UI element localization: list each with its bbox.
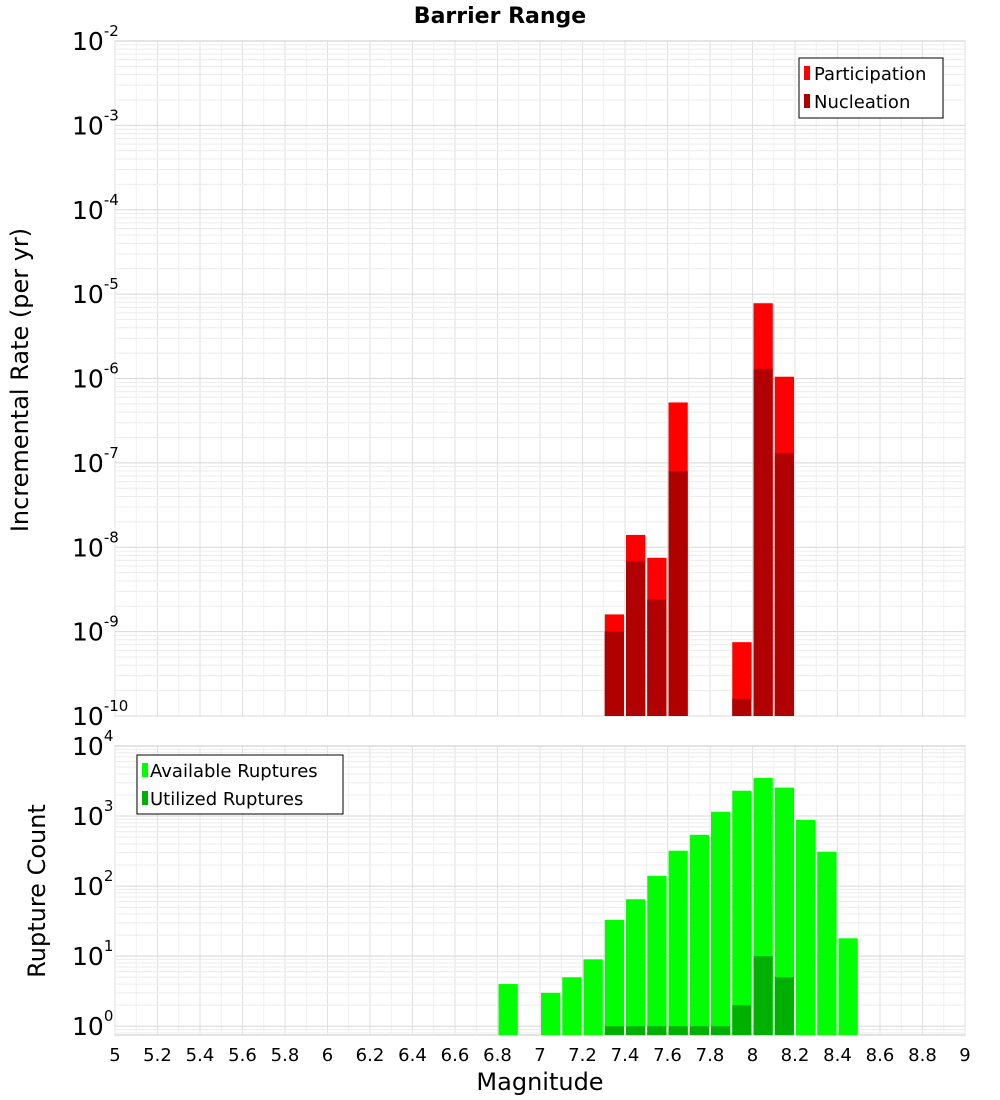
rate-legend: Participation Nucleation xyxy=(798,57,944,119)
count-y-tick-label: 101 xyxy=(72,937,113,971)
count-plot-bars xyxy=(498,777,858,1035)
count-bar-available-ruptures xyxy=(647,875,667,1035)
count-bar-utilized-ruptures xyxy=(647,1026,667,1035)
count-bar-utilized-ruptures xyxy=(689,1026,709,1035)
available-legend-label: Available Ruptures xyxy=(150,761,318,782)
nucleation-legend-swatch xyxy=(804,94,810,108)
x-tick-label: 6.6 xyxy=(441,1045,470,1066)
count-bar-available-ruptures xyxy=(838,938,858,1035)
rate-y-tick-label: 10-7 xyxy=(72,444,119,478)
x-tick-label: 6 xyxy=(322,1045,333,1066)
rate-y-tick-label: 10-2 xyxy=(72,22,119,56)
available-legend-swatch xyxy=(142,763,148,777)
count-bar-available-ruptures xyxy=(668,850,688,1035)
rate-bar-nucleation xyxy=(753,368,773,716)
count-bar-utilized-ruptures xyxy=(626,1026,646,1035)
count-bar-utilized-ruptures xyxy=(774,977,794,1035)
x-tick-label: 5.8 xyxy=(271,1045,300,1066)
x-tick-label: 7.8 xyxy=(696,1045,725,1066)
chart-title: Barrier Range xyxy=(414,4,586,29)
rate-y-tick-label: 10-5 xyxy=(72,275,119,309)
count-legend-box xyxy=(136,754,344,815)
x-tick-label: 8.2 xyxy=(781,1045,810,1066)
rate-plot-bars xyxy=(604,303,794,716)
count-bar-available-ruptures xyxy=(562,977,582,1035)
count-bar-available-ruptures xyxy=(604,919,624,1035)
count-bar-available-ruptures xyxy=(626,899,646,1035)
x-tick-label: 8.8 xyxy=(908,1045,937,1066)
rate-bar-nucleation xyxy=(774,453,794,716)
count-bar-available-ruptures xyxy=(583,959,603,1035)
x-tick-label: 5.4 xyxy=(186,1045,215,1066)
participation-legend-label: Participation xyxy=(814,64,926,85)
x-tick-label: 6.2 xyxy=(356,1045,385,1066)
count-plot: 100 101 102 103 104 5 5.2 5.4 5.6 5.8 6 6.2 6.4 6.6 6… xyxy=(23,727,971,1096)
x-axis-label: Magnitude xyxy=(476,1068,603,1096)
count-y-tick-label: 100 xyxy=(72,1007,113,1041)
x-tick-label: 9 xyxy=(959,1045,970,1066)
count-y-tick-label: 102 xyxy=(72,867,113,901)
x-tick-label: 5.2 xyxy=(143,1045,172,1066)
count-bar-available-ruptures xyxy=(817,851,837,1035)
count-bar-available-ruptures xyxy=(732,790,752,1035)
rate-legend-box xyxy=(798,57,944,119)
count-bar-utilized-ruptures xyxy=(604,1026,624,1035)
x-tick-label: 7.2 xyxy=(568,1045,597,1066)
x-tick-label: 6.4 xyxy=(398,1045,427,1066)
rate-y-tick-label: 10-9 xyxy=(72,613,119,647)
count-y-tick-label: 103 xyxy=(72,797,113,831)
participation-legend-swatch xyxy=(804,66,810,80)
count-bar-available-ruptures xyxy=(498,984,518,1035)
count-bar-available-ruptures xyxy=(689,834,709,1035)
x-tick-label: 6.8 xyxy=(483,1045,512,1066)
rate-plot: 10-10 10-9 10-8 10-7 10-6 10-5 10-4 10-3 10-2 In… xyxy=(6,22,966,731)
count-bar-utilized-ruptures xyxy=(711,1026,731,1035)
rate-y-tick-label: 10-3 xyxy=(72,106,119,140)
count-bar-available-ruptures xyxy=(796,819,816,1035)
x-tick-label: 8 xyxy=(747,1045,758,1066)
utilized-legend-label: Utilized Ruptures xyxy=(150,789,303,810)
count-bar-utilized-ruptures xyxy=(753,956,773,1035)
rate-bar-nucleation xyxy=(626,561,646,716)
count-bar-available-ruptures xyxy=(541,992,561,1035)
count-bar-available-ruptures xyxy=(774,787,794,1035)
rate-bar-nucleation xyxy=(647,599,667,716)
x-tick-label: 7.4 xyxy=(611,1045,640,1066)
count-y-tick-label: 104 xyxy=(72,727,113,761)
count-bar-available-ruptures xyxy=(711,811,731,1035)
rate-bar-nucleation xyxy=(668,471,688,716)
count-legend: Available Ruptures Utilized Ruptures xyxy=(136,754,344,815)
rate-plot-grid xyxy=(114,41,966,717)
rate-bar-nucleation xyxy=(732,698,752,716)
count-plot-x-ticks: 5 5.2 5.4 5.6 5.8 6 6.2 6.4 6.6 6.8 7 7.2 7.4 7.6 7.8 8… xyxy=(109,1045,970,1066)
rate-y-axis-label: Incremental Rate (per yr) xyxy=(6,228,34,532)
x-tick-label: 8.4 xyxy=(823,1045,852,1066)
x-tick-label: 7.6 xyxy=(653,1045,682,1066)
utilized-legend-swatch xyxy=(142,791,148,805)
x-tick-label: 8.6 xyxy=(866,1045,895,1066)
count-bar-utilized-ruptures xyxy=(668,1026,688,1035)
x-tick-label: 5.6 xyxy=(228,1045,257,1066)
rate-y-tick-label: 10-10 xyxy=(72,697,128,731)
count-y-axis-label: Rupture Count xyxy=(23,804,51,978)
rate-y-tick-label: 10-4 xyxy=(72,191,119,225)
rate-bar-nucleation xyxy=(604,631,624,716)
rate-bar-participation xyxy=(732,642,752,716)
rate-y-tick-label: 10-6 xyxy=(72,360,119,394)
x-tick-label: 5 xyxy=(109,1045,120,1066)
nucleation-legend-label: Nucleation xyxy=(814,92,910,113)
count-bar-utilized-ruptures xyxy=(732,1005,752,1035)
count-plot-y-ticks: 100 101 102 103 104 xyxy=(72,727,113,1041)
rate-plot-y-ticks: 10-10 10-9 10-8 10-7 10-6 10-5 10-4 10-3 10-2 xyxy=(72,22,128,731)
x-tick-label: 7 xyxy=(534,1045,545,1066)
rate-y-tick-label: 10-8 xyxy=(72,528,119,562)
